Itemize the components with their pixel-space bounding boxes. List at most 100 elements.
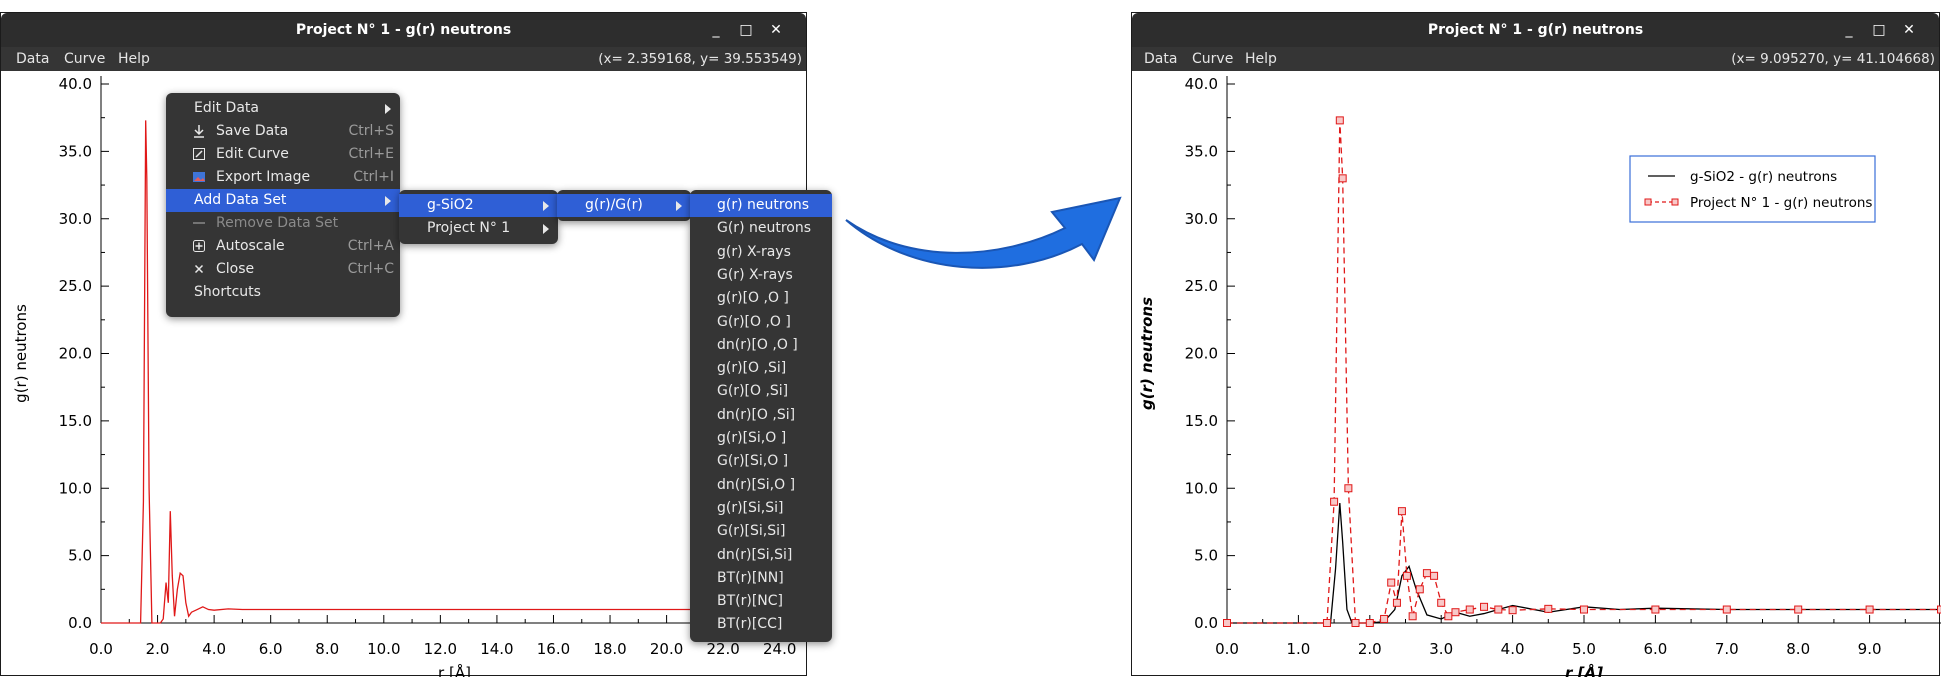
submenu-curve-item[interactable]: G(r)[Si,O ] [690,450,832,473]
submenu-item-project-1[interactable]: Project N° 1 [399,217,558,240]
y-tick-label: 35.0 [59,142,92,160]
y-tick-label: 10.0 [59,479,92,497]
legend-label: g-SiO2 - g(r) neutrons [1690,169,1837,185]
submenu-curve-item[interactable]: BT(r)[CC] [690,613,832,636]
menu-curve[interactable]: Curve [64,51,106,67]
submenu-item-label: g-SiO2 [427,197,474,213]
close-button[interactable]: ✕ [770,22,782,38]
minimize-button[interactable]: _ [712,22,720,38]
data-point-marker [1397,507,1406,516]
menu-item-save-data[interactable]: Save Data Ctrl+S [166,120,400,143]
data-point-marker [1508,606,1517,615]
submenu-item-label: dn(r)[O ,O ] [717,336,798,353]
menu-item-close[interactable]: Close Ctrl+C [166,258,400,281]
menu-item-edit-data[interactable]: Edit Data [166,97,400,120]
x-tick-label: 2.0 [1358,640,1382,658]
submenu-item-label: G(r)[Si,O ] [717,453,789,470]
submenu-arrow-icon [543,201,549,211]
submenu-curve-item[interactable]: G(r)[Si,Si] [690,520,832,543]
left-chart[interactable]: 0.0 5.0 10.0 15.0 20.0 25.0 30.0 35.0 40.0 0.0 2.0… [1,71,809,682]
data-point-marker [1387,578,1396,587]
data-point-marker [1415,585,1424,594]
menu-item-shortcuts[interactable]: Shortcuts [166,281,400,304]
x-tick-label: 14.0 [480,640,513,658]
submenu-arrow-icon [385,196,391,206]
submenu-curve-item[interactable]: G(r)[O ,Si] [690,380,832,403]
left-title-bar[interactable]: Project N° 1 - g(r) neutrons _ □ ✕ [1,13,806,47]
left-plot-area[interactable]: 0.0 5.0 10.0 15.0 20.0 25.0 30.0 35.0 40.0 0.0 2.0… [1,71,809,682]
y-axis-label: g(r) neutrons [12,304,30,403]
maximize-button[interactable]: □ [739,22,753,38]
y-tick-label: 25.0 [59,277,92,295]
legend-marker [1671,198,1679,206]
submenu-curve-item[interactable]: g(r)[Si,Si] [690,497,832,520]
window-title: Project N° 1 - g(r) neutrons [295,22,512,38]
x-tick-label: 4.0 [1501,640,1525,658]
close-icon [194,264,204,274]
y-tick-label: 30.0 [59,210,92,228]
menu-help[interactable]: Help [118,51,150,67]
submenu-item-gr-Gr[interactable]: g(r)/G(r) [557,194,691,217]
submenu-item-label: G(r)[O ,O ] [717,313,791,330]
y-tick-label: 30.0 [1185,210,1218,228]
legend-marker [1644,198,1652,206]
submenu-type: g(r)/G(r) [557,190,691,221]
submenu-curve-item[interactable]: G(r) neutrons [690,217,832,240]
submenu-item-g-sio2[interactable]: g-SiO2 [399,194,558,217]
x-tick-label: 2.0 [146,640,170,658]
left-menu-bar: Data Curve Help (x= 2.359168, y= 39.5535… [1,47,806,71]
submenu-curve-item[interactable]: dn(r)[Si,O ] [690,474,832,497]
menu-help[interactable]: Help [1245,51,1277,67]
x-tick-label: 6.0 [259,640,283,658]
submenu-item-label: G(r) neutrons [717,220,812,237]
menu-item-edit-curve[interactable]: Edit Curve Ctrl+E [166,143,400,166]
right-title-bar[interactable]: Project N° 1 - g(r) neutrons _ □ ✕ [1132,13,1939,47]
menu-item-label: Export Image [216,169,311,185]
menu-item-export-image[interactable]: Export Image Ctrl+I [166,166,400,189]
right-plot-area[interactable]: 0.0 5.0 10.0 15.0 20.0 25.0 30.0 35.0 40.0 0.0 1.0… [1132,71,1942,682]
submenu-curve-item[interactable]: g(r) neutrons [690,194,832,217]
y-tick-label: 25.0 [1185,277,1218,295]
submenu-curve-item[interactable]: dn(r)[O ,O ] [690,334,832,357]
submenu-curve-item[interactable]: G(r) X-rays [690,264,832,287]
right-window: Project N° 1 - g(r) neutrons _ □ ✕ Data … [1131,12,1942,682]
cursor-coordinates: (x= 2.359168, y= 39.553549) [598,51,802,67]
data-point-marker [1365,619,1374,627]
menu-data[interactable]: Data [16,51,50,67]
submenu-curve-item[interactable]: g(r)[Si,O ] [690,427,832,450]
y-tick-label: 20.0 [59,345,92,363]
window-title: Project N° 1 - g(r) neutrons [1427,22,1644,38]
submenu-curve-item[interactable]: dn(r)[O ,Si] [690,404,832,427]
data-point-marker [1351,619,1360,627]
maximize-button[interactable]: □ [1872,22,1886,38]
submenu-arrow-icon [676,201,682,211]
x-tick-label: 18.0 [593,640,626,658]
submenu-curve-item[interactable]: g(r)[O ,O ] [690,287,832,310]
minimize-button[interactable]: _ [1845,22,1853,38]
submenu-curve-item[interactable]: dn(r)[Si,Si] [690,544,832,567]
submenu-curve-item[interactable]: g(r)[O ,Si] [690,357,832,380]
submenu-curve-item[interactable]: G(r)[O ,O ] [690,311,832,334]
minus-icon [193,222,205,224]
x-tick-label: 16.0 [537,640,570,658]
data-point-marker [1322,619,1331,627]
submenu-curve-item[interactable]: BT(r)[NN] [690,567,832,590]
menu-item-autoscale[interactable]: Autoscale Ctrl+A [166,235,400,258]
menu-item-add-data-set[interactable]: Add Data Set [166,189,400,212]
submenu-item-label: G(r) X-rays [717,266,793,283]
y-tick-label: 20.0 [1185,345,1218,363]
submenu-curve-item[interactable]: BT(r)[NC] [690,590,832,613]
submenu-item-label: G(r)[Si,Si] [717,523,786,540]
submenu-item-label: g(r)[Si,Si] [717,499,784,516]
menu-item-label: Save Data [216,123,289,139]
submenu-curve-item[interactable]: g(r) X-rays [690,241,832,264]
legend-box [1629,155,1876,223]
right-chart[interactable]: 0.0 5.0 10.0 15.0 20.0 25.0 30.0 35.0 40.0 0.0 1.0… [1132,71,1942,682]
menu-data[interactable]: Data [1144,51,1178,67]
data-point-marker [1865,605,1874,614]
submenu-item-label: g(r)[O ,Si] [717,360,787,377]
close-button[interactable]: ✕ [1903,22,1915,38]
menu-curve[interactable]: Curve [1192,51,1234,67]
submenu-data-sets: g-SiO2 Project N° 1 [399,190,558,244]
data-point-marker [1444,612,1453,621]
